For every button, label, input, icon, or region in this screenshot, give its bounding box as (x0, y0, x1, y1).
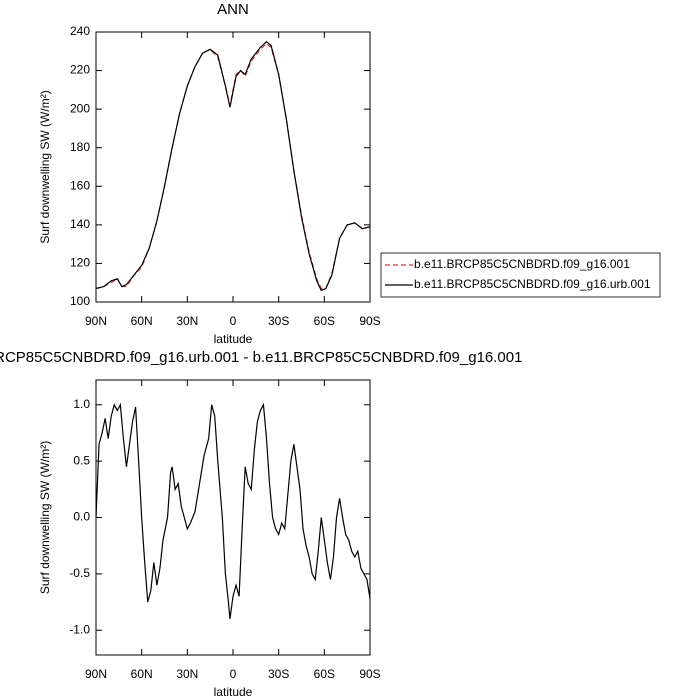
legend-label: b.e11.BRCP85C5CNBDRD.f09_g16.001 (414, 257, 630, 271)
x-tick-label: 90S (359, 314, 380, 328)
y-tick-label: 100 (70, 294, 90, 308)
y-tick-label: -0.5 (69, 566, 90, 580)
y-tick-label: 220 (70, 63, 90, 77)
x-tick-label: 30N (176, 667, 198, 681)
y-tick-label: 160 (70, 178, 90, 192)
x-tick-label: 30S (268, 667, 289, 681)
chart-title: ANN (217, 1, 249, 18)
y-tick-label: 140 (70, 217, 90, 231)
y-tick-label: 0.0 (73, 510, 90, 524)
plot-frame (95, 31, 371, 303)
plot-frame (95, 379, 371, 656)
x-tick-label: 60N (131, 314, 153, 328)
x-tick-label: 60S (314, 667, 335, 681)
y-tick-label: 240 (70, 24, 90, 38)
y-axis-label: Surf downwelling SW (W/m²) (38, 90, 52, 243)
y-tick-label: 120 (70, 256, 90, 270)
x-tick-label: 30N (176, 314, 198, 328)
data-line (95, 402, 371, 620)
y-tick-label: -1.0 (69, 622, 90, 636)
y-tick-label: 180 (70, 140, 90, 154)
x-tick-label: 30S (268, 314, 289, 328)
chart-title: b.e11.BRCP85C5CNBDRD.f09_g16.urb.001 - b… (0, 349, 522, 366)
x-tick-label: 90S (359, 667, 380, 681)
x-tick-label: 60S (314, 314, 335, 328)
x-tick-label: 0 (230, 314, 237, 328)
data-line (95, 42, 371, 290)
x-tick-label: 60N (131, 667, 153, 681)
x-tick-label: 0 (230, 667, 237, 681)
y-tick-label: 1.0 (73, 397, 90, 411)
legend-box (380, 252, 661, 298)
x-axis-label: latitude (214, 685, 253, 699)
y-tick-label: 0.5 (73, 453, 90, 467)
y-tick-label: 200 (70, 101, 90, 115)
x-tick-label: 90N (85, 314, 107, 328)
data-line (95, 40, 371, 292)
y-axis-label: Surf downwelling SW (W/m²) (38, 441, 52, 594)
x-tick-label: 90N (85, 667, 107, 681)
x-axis-label: latitude (214, 332, 253, 346)
legend-label: b.e11.BRCP85C5CNBDRD.f09_g16.urb.001 (414, 277, 651, 291)
